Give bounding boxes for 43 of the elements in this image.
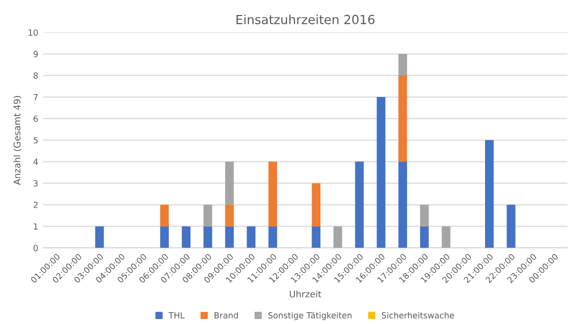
bar — [420, 226, 429, 248]
bar — [225, 204, 234, 226]
y-axis-title: Anzahl (Gesamt 49) — [13, 96, 22, 185]
chart-title: Einsatzuhrzeiten 2016 — [236, 14, 374, 24]
legend-label: Brand — [214, 312, 238, 318]
bar — [485, 140, 494, 248]
bar — [160, 226, 169, 248]
legend-label: THL — [168, 312, 185, 318]
y-tick-label: 7 — [34, 94, 38, 100]
legend-label: Sicherheitswache — [382, 312, 454, 318]
x-axis-title: Uhrzeit — [290, 290, 322, 298]
bar — [203, 226, 212, 248]
bar — [203, 204, 212, 226]
bar — [312, 226, 320, 248]
bar — [333, 226, 342, 248]
bar — [95, 226, 104, 248]
y-tick-label: 6 — [34, 116, 38, 122]
bar — [182, 226, 190, 248]
y-tick-label: 8 — [34, 72, 38, 79]
y-tick-label: 4 — [33, 158, 38, 165]
bar — [225, 226, 234, 248]
bar — [268, 226, 278, 248]
bar — [506, 204, 516, 248]
legend-label: Sonstige Tätigkeiten — [268, 312, 352, 320]
y-tick-label: 0 — [34, 244, 38, 252]
bar — [268, 162, 278, 226]
y-tick-label: 1 — [34, 223, 38, 230]
y-tick-label: 9 — [34, 50, 38, 58]
bar — [312, 183, 320, 226]
bar — [398, 75, 408, 162]
y-tick-label: 3 — [34, 180, 38, 187]
y-tick-label: 5 — [34, 137, 38, 144]
y-tick-label: 2 — [34, 202, 38, 208]
bar — [376, 97, 386, 248]
bar — [398, 162, 408, 248]
bar — [420, 204, 429, 226]
bar — [398, 54, 408, 76]
bar — [246, 226, 256, 248]
bar — [355, 162, 364, 248]
bar — [442, 226, 450, 248]
bar — [160, 204, 169, 226]
y-tick-label: 10 — [28, 29, 38, 36]
bar — [225, 162, 234, 205]
